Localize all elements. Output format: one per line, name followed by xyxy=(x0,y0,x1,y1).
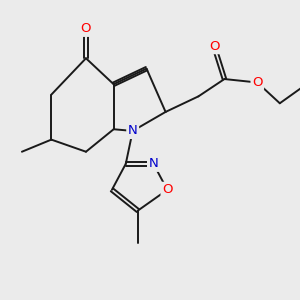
Text: O: O xyxy=(252,76,262,89)
Text: O: O xyxy=(209,40,219,53)
Text: O: O xyxy=(81,22,91,35)
Text: N: N xyxy=(128,124,138,137)
Text: O: O xyxy=(162,183,172,196)
Text: N: N xyxy=(148,157,158,170)
